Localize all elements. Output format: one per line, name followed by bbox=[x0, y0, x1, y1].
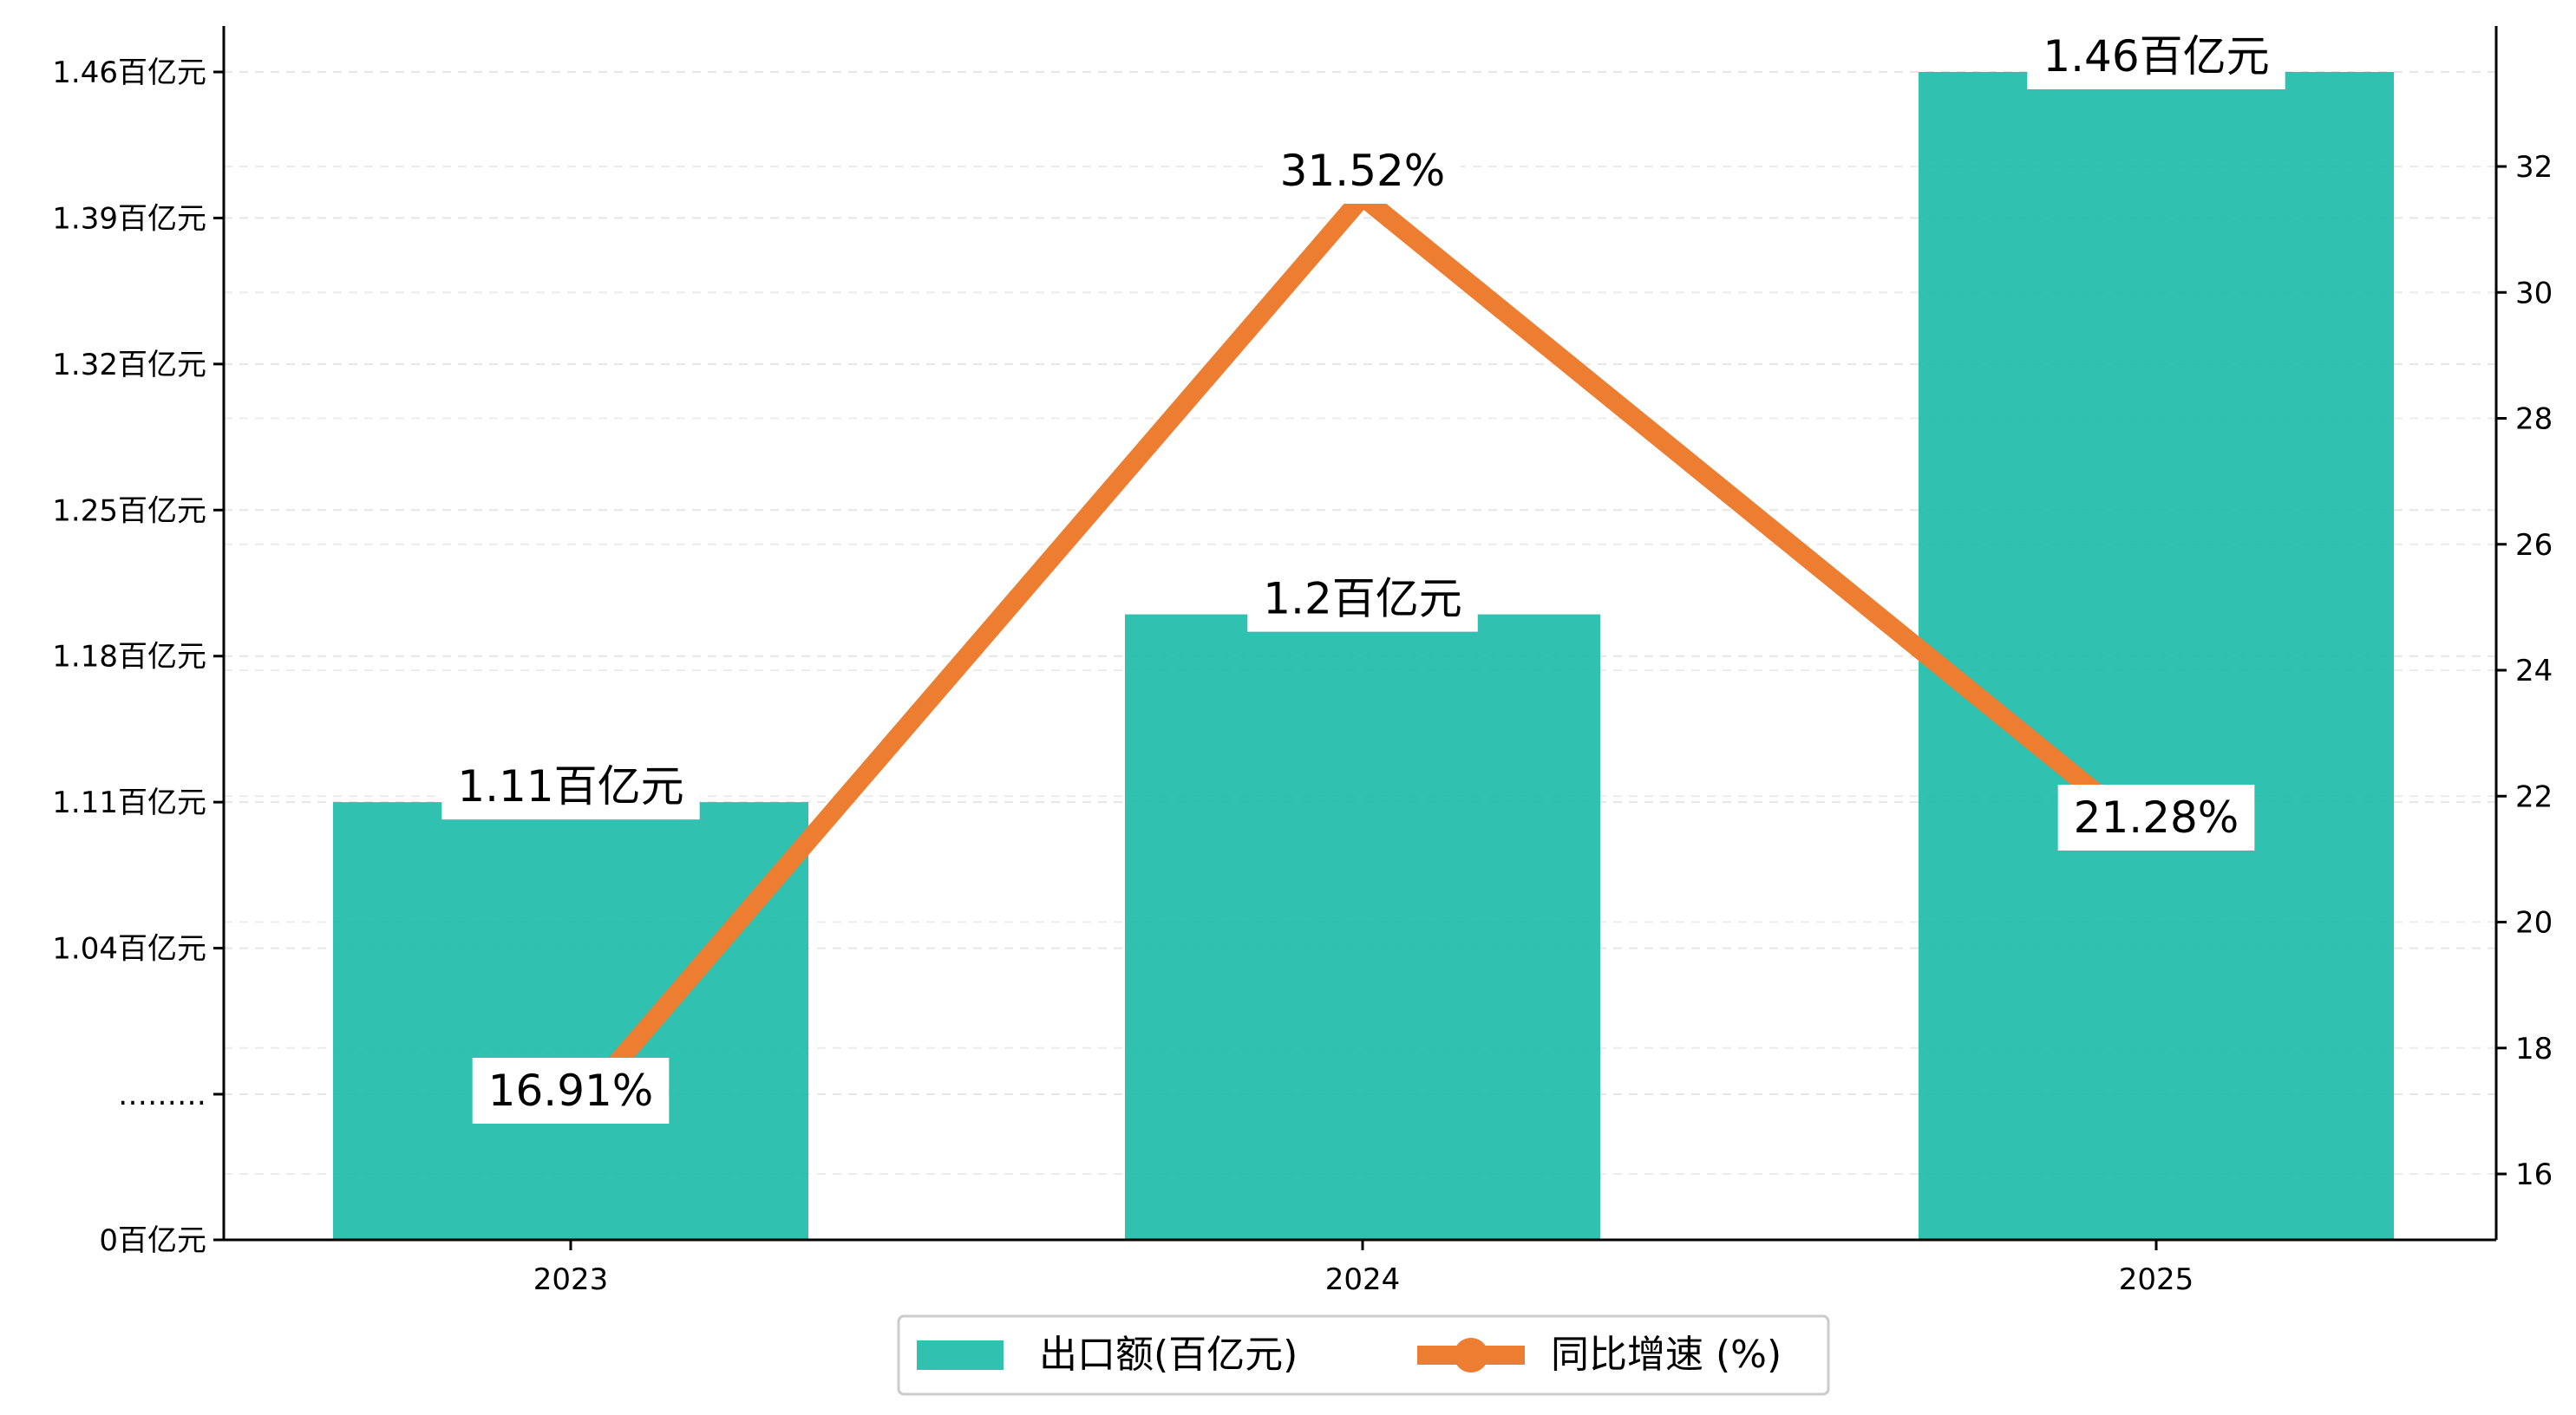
right-tick-label: 28 bbox=[2515, 402, 2553, 437]
right-tick-label: 18 bbox=[2515, 1032, 2553, 1066]
legend-box bbox=[897, 1314, 1830, 1396]
bar-value-label-2025-box bbox=[2027, 23, 2285, 89]
left-tick-label: ……… bbox=[118, 1078, 206, 1112]
right-tick-label: 30 bbox=[2515, 276, 2553, 310]
left-tick-label: 1.11百亿元 bbox=[52, 786, 206, 820]
bar-series bbox=[333, 72, 2394, 1240]
x-tick-label: 2023 bbox=[533, 1262, 609, 1297]
bar-value-label-2024: 1.2百亿元 bbox=[1247, 565, 1478, 632]
right-tick-label: 24 bbox=[2515, 654, 2553, 688]
growth-value-label-2023: 16.91% bbox=[472, 1058, 670, 1124]
growth-value-label-2025: 21.28% bbox=[2057, 785, 2255, 851]
left-tick-label: 1.39百亿元 bbox=[52, 201, 206, 236]
left-tick-label: 1.04百亿元 bbox=[52, 932, 206, 967]
left-tick-label: 1.18百亿元 bbox=[52, 640, 206, 675]
legend-label-bar: 出口额(百亿元) bbox=[1039, 1333, 1298, 1377]
legend: 出口额(百亿元) 同比增速 (%) bbox=[897, 1314, 1830, 1396]
growth-value-label-2025-text: 21.28% bbox=[2074, 792, 2239, 843]
bar-value-label-2023-text: 1.11百亿元 bbox=[457, 761, 683, 812]
legend-marker-bar bbox=[917, 1340, 1004, 1370]
right-tick-label: 22 bbox=[2515, 779, 2553, 814]
bar-value-label-2024-text: 1.2百亿元 bbox=[1263, 574, 1462, 624]
growth-value-label-2024-text: 31.52% bbox=[1280, 146, 1446, 196]
bar-value-label-2023: 1.11百亿元 bbox=[441, 753, 700, 820]
growth-value-label-2024: 31.52% bbox=[1264, 138, 1461, 204]
bar-value-label-2023-box bbox=[441, 753, 700, 820]
growth-value-label-2023-text: 16.91% bbox=[488, 1066, 654, 1116]
legend-label-line: 同比增速 (%) bbox=[1551, 1333, 1782, 1377]
data-labels: 1.11百亿元 1.2百亿元 1.46百亿元 16.91% 31.52% 21.28% bbox=[441, 23, 2285, 1124]
bar-value-label-2024-box bbox=[1247, 565, 1478, 632]
growth-value-label-2024-box bbox=[1264, 138, 1461, 204]
right-tick-label: 26 bbox=[2515, 528, 2553, 563]
bar-2024 bbox=[1125, 614, 1600, 1240]
bar-2023 bbox=[333, 802, 808, 1240]
growth-value-label-2023-box bbox=[472, 1058, 670, 1124]
left-tick-label: 1.25百亿元 bbox=[52, 493, 206, 528]
left-tick-label: 1.46百亿元 bbox=[52, 55, 206, 90]
legend-marker-dot bbox=[1454, 1338, 1488, 1373]
growth-value-label-2025-box bbox=[2057, 785, 2255, 851]
x-tick-label: 2025 bbox=[2119, 1262, 2194, 1297]
bar-value-label-2025-text: 1.46百亿元 bbox=[2043, 31, 2269, 82]
right-tick-label: 16 bbox=[2515, 1157, 2553, 1192]
axes: 0百亿元 ……… 1.04百亿元 1.11百亿元 1.18百亿元 1.25百亿元 1.32百… bbox=[52, 26, 2553, 1297]
bar-2025 bbox=[1919, 72, 2394, 1240]
right-tick-label: 32 bbox=[2515, 150, 2553, 185]
bar-value-label-2025: 1.46百亿元 bbox=[2027, 23, 2285, 89]
x-tick-label: 2024 bbox=[1325, 1262, 1401, 1297]
left-tick-label: 1.32百亿元 bbox=[52, 348, 206, 382]
right-tick-label: 20 bbox=[2515, 906, 2553, 941]
left-tick-label: 0百亿元 bbox=[99, 1223, 206, 1258]
